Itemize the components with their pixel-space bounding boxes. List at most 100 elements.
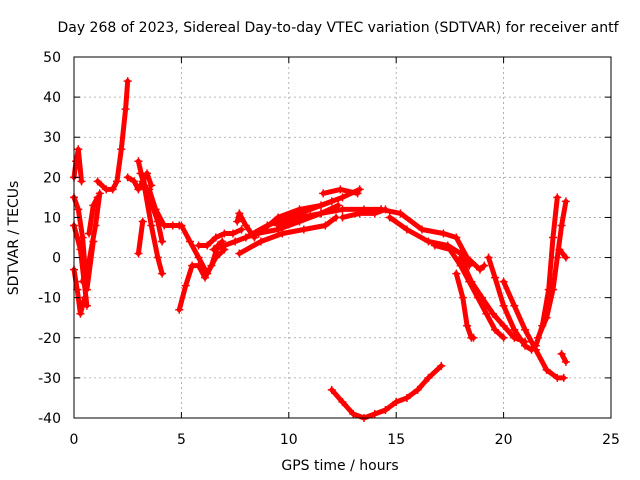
- data-point-marker: [211, 233, 220, 242]
- data-point-marker: [235, 249, 244, 258]
- y-tick-label: 10: [43, 210, 61, 226]
- data-point-marker: [355, 209, 364, 218]
- data-point-marker: [123, 77, 132, 86]
- series-arc-aa: [452, 269, 478, 342]
- series-arc-k: [134, 217, 147, 258]
- y-tick-label: 20: [43, 170, 61, 186]
- series-trace: [387, 214, 472, 269]
- data-point-marker: [533, 333, 542, 342]
- data-point-marker: [95, 189, 104, 198]
- data-point-marker: [76, 309, 85, 318]
- data-point-marker: [542, 365, 551, 374]
- data-point-marker: [469, 333, 478, 342]
- data-point-marker: [353, 189, 362, 198]
- data-point-marker: [201, 273, 210, 282]
- data-point-marker: [385, 213, 394, 222]
- data-point-marker: [467, 277, 476, 286]
- data-point-marker: [478, 293, 487, 302]
- data-point-marker: [274, 213, 283, 222]
- data-point-marker: [488, 309, 497, 318]
- data-point-marker: [237, 225, 246, 234]
- data-point-marker: [499, 301, 508, 310]
- data-point-marker: [484, 253, 493, 262]
- data-point-marker: [521, 325, 530, 334]
- data-point-marker: [561, 357, 570, 366]
- data-point-marker: [480, 261, 489, 270]
- series-arc-v: [319, 185, 362, 198]
- series-trace: [432, 243, 507, 341]
- data-point-marker: [317, 209, 326, 218]
- data-point-marker: [553, 193, 562, 202]
- data-point-marker: [274, 221, 283, 230]
- x-tick-labels: 0 5 10 15 20 25: [70, 432, 620, 448]
- data-point-marker: [254, 229, 263, 238]
- data-point-marker: [557, 349, 566, 358]
- data-point-marker: [147, 181, 156, 190]
- data-point-marker: [424, 237, 433, 246]
- data-point-marker: [521, 341, 530, 350]
- data-point-marker: [153, 253, 162, 262]
- data-point-marker: [138, 217, 147, 226]
- plot-frame: [73, 56, 612, 419]
- data-point-marker: [299, 225, 308, 234]
- data-point-marker: [134, 249, 143, 258]
- grid-layer: [74, 57, 611, 418]
- data-point-marker: [177, 221, 186, 230]
- data-point-marker: [338, 213, 347, 222]
- data-point-marker: [499, 333, 508, 342]
- data-point-marker: [130, 177, 139, 186]
- series-trace: [256, 186, 363, 236]
- data-point-marker: [235, 209, 244, 218]
- data-point-marker: [93, 193, 102, 202]
- data-point-marker: [91, 221, 100, 230]
- data-point-marker: [85, 229, 94, 238]
- data-point-marker: [499, 277, 508, 286]
- series-arc-x: [377, 205, 489, 274]
- data-point-marker: [220, 229, 229, 238]
- data-point-marker: [93, 177, 102, 186]
- series-trace: [556, 247, 569, 261]
- data-point-marker: [78, 233, 87, 242]
- data-point-marker: [338, 397, 347, 406]
- data-point-marker: [85, 257, 94, 266]
- series-arc-ae: [533, 197, 570, 342]
- data-point-marker: [82, 301, 91, 310]
- data-point-marker: [542, 313, 551, 322]
- series-trace: [236, 214, 339, 256]
- chart-title: Day 268 of 2023, Sidereal Day-to-day VTE…: [57, 20, 619, 36]
- series-trace: [135, 219, 146, 256]
- data-point-marker: [185, 237, 194, 246]
- data-point-marker: [89, 201, 98, 210]
- data-point-marker: [76, 245, 85, 254]
- data-point-marker: [78, 277, 87, 286]
- data-point-marker: [452, 233, 461, 242]
- tick-layer: [73, 56, 612, 419]
- data-point-marker: [231, 237, 240, 246]
- data-point-marker: [458, 293, 467, 302]
- series-arc-ah: [327, 361, 446, 422]
- data-point-marker: [463, 321, 472, 330]
- series-arc-d: [70, 221, 91, 310]
- data-point-marker: [559, 373, 568, 382]
- series-arc-ag: [555, 245, 570, 262]
- series-trace: [178, 223, 227, 277]
- data-point-marker: [531, 345, 540, 354]
- series-trace: [80, 190, 103, 285]
- data-point-marker: [370, 409, 379, 418]
- data-point-marker: [445, 245, 454, 254]
- series-trace: [71, 267, 88, 317]
- data-point-marker: [151, 205, 160, 214]
- data-point-marker: [256, 237, 265, 246]
- data-point-marker: [355, 185, 364, 194]
- series-arc-e: [78, 189, 104, 286]
- y-tick-label: 40: [43, 90, 61, 106]
- data-point-marker: [430, 241, 439, 250]
- data-point-marker: [295, 205, 304, 214]
- y-tick-label: -40: [38, 411, 61, 427]
- data-point-marker: [233, 217, 242, 226]
- data-point-marker: [158, 237, 167, 246]
- y-tick-label: 0: [52, 251, 61, 267]
- data-point-marker: [338, 193, 347, 202]
- data-point-marker: [402, 393, 411, 402]
